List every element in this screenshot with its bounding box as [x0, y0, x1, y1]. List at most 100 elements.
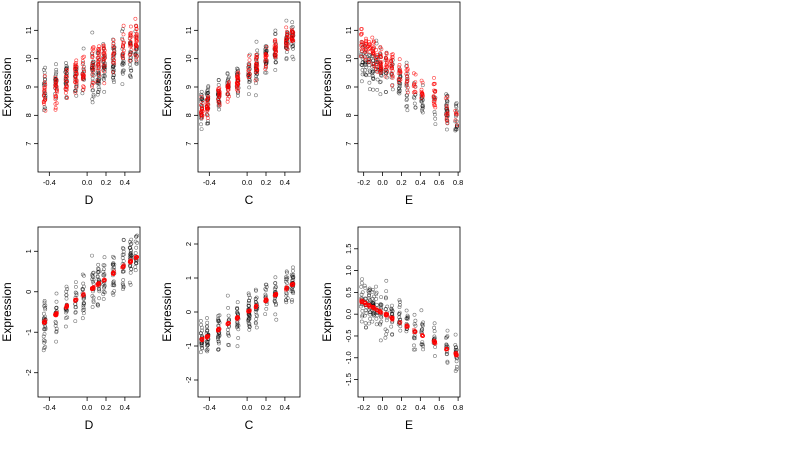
fitted-point: [204, 334, 209, 339]
observed-point: [454, 364, 459, 369]
observed-point: [363, 325, 368, 330]
observed-point: [254, 317, 259, 321]
observed-point: [110, 283, 115, 288]
observed-point: [43, 325, 48, 330]
x-tick-label: 0.0: [377, 403, 387, 412]
observed-point: [216, 347, 221, 352]
observed-point: [274, 317, 279, 322]
y-tick-label: -2: [24, 369, 33, 376]
observed-point: [358, 304, 363, 309]
fitted-point: [204, 102, 209, 107]
observed-point: [102, 267, 106, 272]
observed-point: [444, 127, 449, 132]
observed-point: [235, 344, 240, 349]
y-tick-label: -1: [184, 343, 193, 350]
observed-point: [111, 279, 116, 284]
x-axis-title: D: [85, 193, 94, 207]
observed-point: [200, 98, 205, 103]
observed-point: [445, 360, 450, 365]
fitted-point: [235, 314, 240, 319]
fitted-point: [445, 112, 450, 116]
fitted-point: [217, 101, 222, 106]
fitted-point: [362, 55, 367, 60]
fitted-point: [397, 63, 402, 67]
observed-point: [444, 99, 449, 104]
fitted-point: [91, 285, 95, 290]
fitted-point: [285, 42, 290, 46]
y-tick-label: 11: [24, 26, 33, 34]
observed-point: [121, 283, 125, 287]
fitted-point: [284, 29, 289, 34]
observed-point: [421, 347, 426, 352]
observed-point: [80, 287, 85, 292]
observed-point: [405, 108, 410, 113]
fitted-point: [129, 48, 134, 53]
fitted-point: [253, 62, 258, 66]
observed-point: [371, 299, 376, 304]
observed-point: [397, 305, 402, 310]
fitted-point: [53, 107, 58, 112]
fitted-point: [73, 298, 77, 302]
observed-point: [96, 270, 101, 275]
fitted-point: [95, 283, 100, 288]
observed-point: [199, 322, 204, 327]
observed-point: [81, 301, 86, 306]
observed-point: [389, 309, 394, 314]
x-tick-label: 0.0: [242, 403, 252, 412]
y-tick-label: -2: [184, 377, 193, 384]
fitted-point: [390, 83, 395, 88]
fitted-point: [90, 51, 95, 56]
observed-point: [226, 313, 231, 318]
observed-point: [264, 284, 269, 289]
fitted-point: [411, 90, 416, 95]
fitted-point: [121, 32, 126, 37]
observed-point: [264, 282, 269, 287]
observed-point: [362, 313, 367, 318]
observed-point: [134, 61, 139, 66]
observed-point: [377, 80, 382, 85]
fitted-point: [247, 62, 252, 67]
fitted-point: [383, 65, 388, 70]
fitted-point: [134, 58, 139, 62]
observed-point: [111, 261, 116, 266]
observed-point: [444, 342, 449, 347]
panel-1-2: -0.4 0.0 0.2 0.4 7 8 9 10 11 C Expression: [160, 1, 301, 207]
observed-point: [368, 316, 373, 321]
fitted-point: [134, 24, 139, 29]
fitted-point: [432, 341, 437, 346]
fitted-point: [111, 56, 115, 60]
fitted-point: [360, 299, 365, 304]
fitted-point: [226, 87, 231, 92]
observed-point: [216, 339, 221, 344]
fitted-point: [97, 52, 101, 57]
observed-point: [205, 316, 209, 320]
observed-point: [81, 305, 86, 310]
fitted-point: [384, 63, 389, 67]
observed-point: [199, 127, 204, 132]
observed-point: [91, 295, 96, 300]
y-tick-label: 1.0: [344, 265, 353, 275]
fitted-point: [405, 85, 410, 90]
fitted-point: [63, 86, 68, 91]
fitted-point: [363, 47, 368, 52]
observed-point: [41, 348, 46, 353]
fitted-point: [246, 64, 251, 69]
observed-point: [371, 287, 376, 292]
fitted-point: [444, 118, 449, 122]
observed-point: [253, 300, 258, 305]
fitted-point: [397, 69, 402, 73]
y-axis-title: Expression: [0, 282, 14, 341]
y-tick-label: 7: [24, 142, 33, 146]
fitted-point: [404, 323, 409, 328]
observed-point: [359, 292, 364, 297]
observed-point: [374, 296, 379, 301]
fitted-point: [205, 106, 210, 111]
observed-point: [454, 101, 459, 106]
y-tick-label: 11: [344, 26, 353, 34]
fitted-point: [433, 105, 438, 110]
fitted-point: [134, 44, 139, 49]
observed-point: [129, 68, 134, 73]
observed-point: [216, 78, 221, 82]
observed-point: [411, 347, 416, 352]
observed-point: [216, 316, 221, 321]
